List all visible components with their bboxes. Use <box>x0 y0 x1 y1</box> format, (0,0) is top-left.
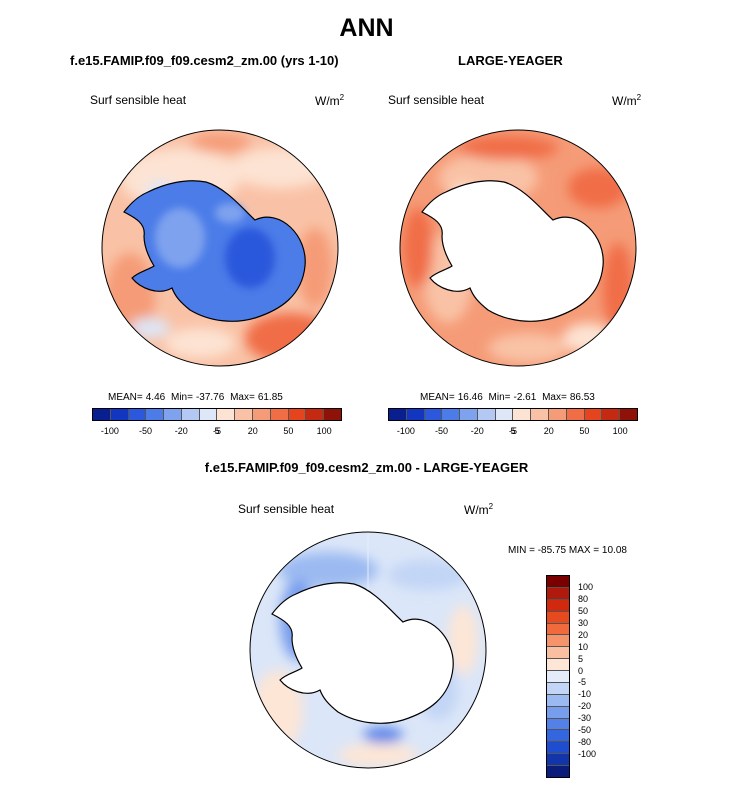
difference-minmax: MIN = -85.75 MAX = 10.08 <box>508 545 627 556</box>
colorbar-box <box>199 409 218 420</box>
colorbar-tick-label: 30 <box>578 617 589 628</box>
colorbar-tick-label: 50 <box>578 605 589 616</box>
colorbar-box <box>270 409 289 420</box>
panel1-units-label: W/m2 <box>315 93 345 108</box>
colorbar-tick-label: 80 <box>578 593 589 604</box>
difference-map <box>249 531 487 769</box>
colorbar-box <box>547 576 569 588</box>
colorbar-tick-label: 100 <box>612 426 628 436</box>
panel1-case-title: f.e15.FAMIP.f09_f09.cesm2_zm.00 (yrs 1-1… <box>70 53 339 68</box>
colorbar-tick-label: -20 <box>578 701 592 712</box>
colorbar-box <box>389 409 407 420</box>
difference-case-title: f.e15.FAMIP.f09_f09.cesm2_zm.00 - LARGE-… <box>204 460 529 475</box>
colorbar-box <box>181 409 200 420</box>
difference-units-label: W/m2 <box>464 502 494 517</box>
colorbar-tick-label: 50 <box>579 426 590 436</box>
colorbar-box <box>547 647 569 660</box>
colorbar-box <box>547 671 569 683</box>
main-title: ANN <box>339 14 394 42</box>
colorbar-box <box>93 409 111 420</box>
colorbar-box <box>253 409 271 420</box>
colorbar-box <box>584 409 603 420</box>
colorbar-box <box>288 409 307 420</box>
colorbar-box <box>547 599 569 612</box>
panel2-map <box>399 129 637 367</box>
colorbar-tick-label: 5 <box>510 426 516 436</box>
colorbar-tick-label: 100 <box>578 581 594 592</box>
colorbar-box <box>547 730 569 743</box>
panel2-variable-label: Surf sensible heat <box>388 93 485 107</box>
colorbar-box <box>549 409 567 420</box>
colorbar-box <box>531 409 550 420</box>
colorbar-tick-label: -80 <box>578 737 592 748</box>
colorbar-tick-label: 10 <box>578 641 589 652</box>
panel1-colorbar-ticks: -100 -50 -20 -5 5 20 50 100 <box>92 426 342 438</box>
panel1-colorbar <box>92 408 342 421</box>
colorbar-tick-label: 20 <box>543 426 554 436</box>
difference-colorbar-ticks: 100 80 50 30 20 10 5 0 -5 -10 -20 -30 -50 -80 -100 <box>578 575 618 778</box>
colorbar-box <box>406 409 425 420</box>
colorbar-box <box>547 587 569 600</box>
colorbar-tick-label: -20 <box>174 426 188 436</box>
colorbar-box <box>128 409 147 420</box>
colorbar-box <box>547 766 569 777</box>
colorbar-box <box>110 409 129 420</box>
panel1-stats: MEAN= 4.46 Min= -37.76 Max= 61.85 <box>108 392 283 403</box>
colorbar-tick-label: -50 <box>578 725 592 736</box>
colorbar-tick-label: 20 <box>247 426 258 436</box>
colorbar-box <box>547 694 569 707</box>
colorbar-box <box>547 718 569 731</box>
colorbar-tick-label: 5 <box>578 653 584 664</box>
colorbar-box <box>146 409 165 420</box>
colorbar-tick-label: -50 <box>435 426 449 436</box>
colorbar-box <box>306 409 325 420</box>
colorbar-tick-label: -5 <box>578 677 587 688</box>
difference-colorbar <box>546 575 570 778</box>
panel2-case-title: LARGE-YEAGER <box>458 53 563 68</box>
colorbar-box <box>620 409 637 420</box>
panel2-stats: MEAN= 16.46 Min= -2.61 Max= 86.53 <box>420 392 595 403</box>
colorbar-tick-label: -10 <box>578 689 592 700</box>
colorbar-tick-label: -5 <box>212 426 222 436</box>
colorbar-tick-label: -5 <box>508 426 518 436</box>
colorbar-tick-label: -100 <box>396 426 415 436</box>
colorbar-tick-label: 5 <box>214 426 220 436</box>
colorbar-box <box>324 409 341 420</box>
colorbar-box <box>235 409 254 420</box>
colorbar-box <box>424 409 443 420</box>
colorbar-box <box>513 409 532 420</box>
colorbar-box <box>547 706 569 719</box>
colorbar-box <box>602 409 621 420</box>
colorbar-tick-label: -50 <box>139 426 153 436</box>
panel2-units-label: W/m2 <box>612 93 642 108</box>
colorbar-tick-label: -100 <box>100 426 119 436</box>
difference-variable-label: Surf sensible heat <box>238 502 335 516</box>
panel1-variable-label: Surf sensible heat <box>90 93 187 107</box>
colorbar-tick-label: 20 <box>578 629 589 640</box>
colorbar-box <box>547 754 569 766</box>
colorbar-tick-label: 50 <box>283 426 294 436</box>
colorbar-tick-label: 100 <box>316 426 332 436</box>
colorbar-box <box>164 409 182 420</box>
colorbar-box <box>217 409 236 420</box>
colorbar-box <box>547 659 569 671</box>
colorbar-box <box>495 409 514 420</box>
panel2-colorbar-ticks: -100 -50 -20 -5 5 20 50 100 <box>388 426 638 438</box>
colorbar-tick-label: -20 <box>470 426 484 436</box>
colorbar-box <box>547 635 569 648</box>
colorbar-box <box>566 409 585 420</box>
colorbar-box <box>460 409 478 420</box>
panel1-map <box>101 129 339 367</box>
panel2-colorbar <box>388 408 638 421</box>
colorbar-box <box>547 623 569 636</box>
colorbar-tick-label: -30 <box>578 713 592 724</box>
colorbar-box <box>547 682 569 695</box>
colorbar-tick-label: 0 <box>578 665 584 676</box>
colorbar-box <box>547 742 569 755</box>
colorbar-box <box>547 611 569 624</box>
colorbar-box <box>477 409 496 420</box>
colorbar-box <box>442 409 461 420</box>
colorbar-tick-label: -100 <box>578 749 597 760</box>
